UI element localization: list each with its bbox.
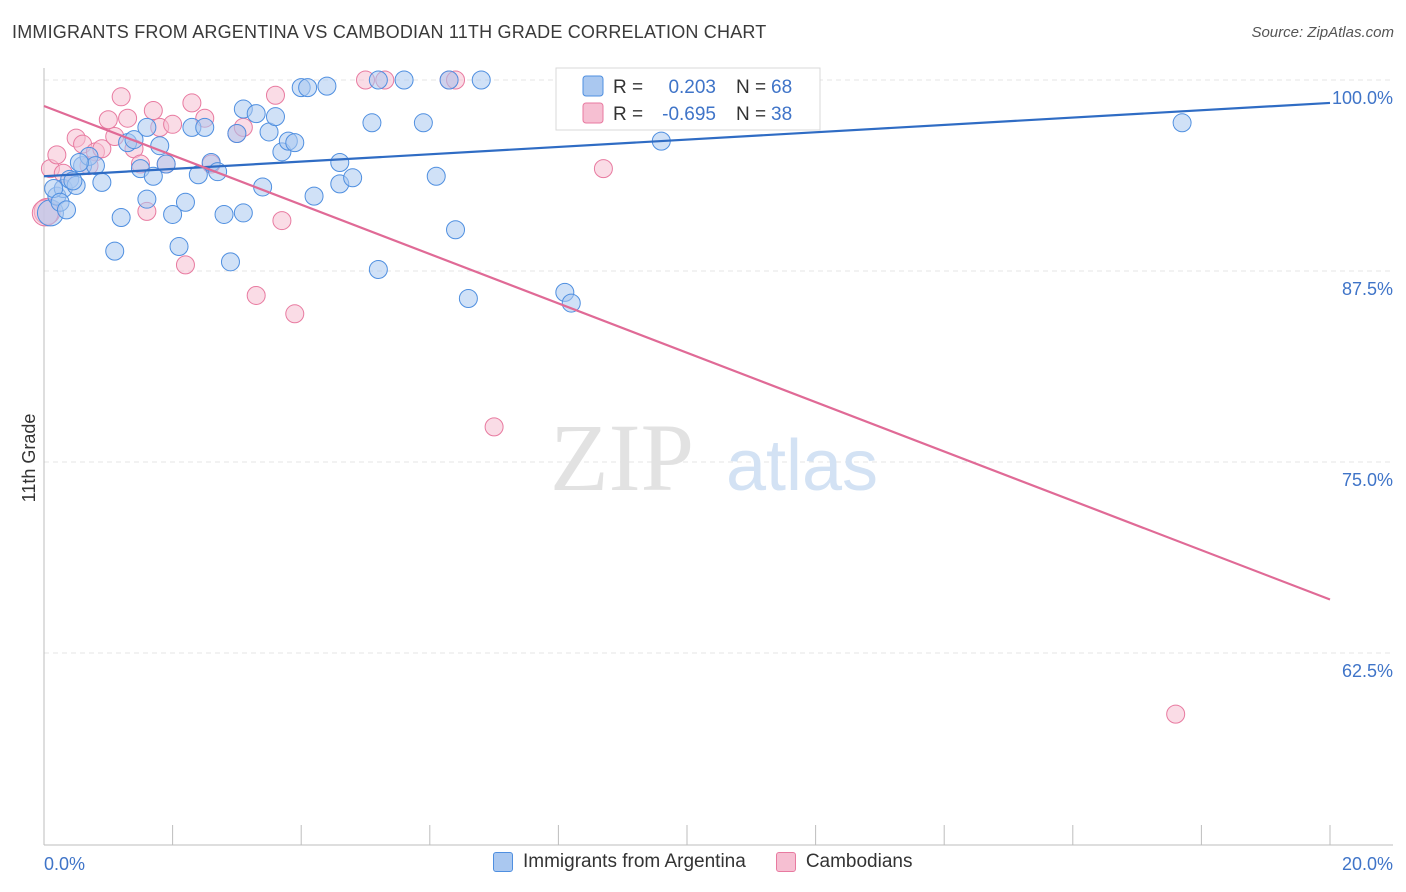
point-argentina [368,70,388,90]
legend-swatch-blue [493,852,513,872]
grid-lines [44,79,1393,654]
point-cambodian [593,159,613,179]
point-cambodian [175,255,195,275]
legend-item-argentina[interactable]: Immigrants from Argentina [493,851,746,873]
point-argentina [220,252,240,272]
stats-n-label-blue: N = [736,77,766,98]
point-argentina [458,289,478,309]
x-tick-labels: 0.0% 20.0% [44,854,1393,874]
stats-legend-box: R = 0.203 N = 68 R = -0.695 N = 38 [555,67,821,131]
point-argentina [69,153,89,173]
point-argentina [394,70,414,90]
point-argentina [265,107,285,127]
trend-lines [43,101,1331,601]
watermark: ZIP atlas [550,404,878,511]
point-cambodian [143,101,163,121]
point-argentina [195,117,215,137]
source-label: Source: ZipAtlas.com [1251,24,1394,41]
point-cambodian [246,285,266,305]
point-argentina [137,189,157,209]
point-cambodian [484,417,504,437]
point-argentina [227,123,247,143]
stats-r-value-pink: -0.695 [662,104,716,125]
point-argentina [317,76,337,96]
point-argentina [175,192,195,212]
axes [43,68,1393,846]
legend-swatch-pink [775,852,796,872]
point-cambodian [182,93,202,113]
watermark-zip: ZIP [550,404,694,511]
point-cambodian [272,211,292,231]
y-tick-label: 75.0% [1342,470,1393,490]
point-argentina [105,241,125,261]
point-cambodian [1166,704,1186,724]
stats-r-label-blue: R = [613,77,643,98]
legend-item-cambodians[interactable]: Cambodians [775,851,913,873]
point-argentina [330,153,350,173]
point-cambodian [98,110,118,130]
trend-line [43,104,1331,601]
x-tick-label: 0.0% [44,854,85,874]
point-cambodian [265,85,285,105]
watermark-atlas: atlas [726,426,878,506]
stats-r-label-pink: R = [613,104,643,125]
point-argentina [471,70,491,90]
point-cambodian [111,87,131,107]
point-cambodian [118,108,138,128]
point-cambodian [285,304,305,324]
point-argentina [1172,113,1192,133]
stats-swatch-blue [582,75,604,97]
point-argentina [362,113,382,133]
y-tick-label: 100.0% [1332,88,1393,108]
point-argentina [368,259,388,279]
point-argentina [57,200,77,220]
stats-r-value-blue: 0.203 [668,77,716,98]
point-argentina [163,204,183,224]
point-argentina [233,203,253,223]
point-argentina [285,133,305,153]
point-argentina [63,171,83,191]
stats-n-value-blue: 68 [771,77,792,98]
y-tick-label: 87.5% [1342,279,1393,299]
point-argentina [413,113,433,133]
stats-swatch-pink [582,102,604,124]
point-argentina [85,156,105,176]
x-tick-label: 20.0% [1342,854,1393,874]
chart-legend: Immigrants from Argentina Cambodians [493,851,942,873]
point-argentina [439,70,459,90]
point-cambodian [47,145,67,165]
stats-n-value-pink: 38 [771,104,792,125]
legend-label-argentina: Immigrants from Argentina [523,851,746,872]
point-argentina [426,166,446,186]
point-argentina [169,237,189,257]
trend-line [43,101,1331,178]
point-argentina [246,104,266,124]
y-axis-label: 11th Grade [19,414,39,503]
point-argentina [446,220,466,240]
stats-n-label-pink: N = [736,104,766,125]
point-argentina [343,168,363,188]
point-argentina [137,117,157,137]
point-argentina [111,208,131,228]
chart-title: IMMIGRANTS FROM ARGENTINA VS CAMBODIAN 1… [12,22,767,42]
point-argentina [92,172,112,192]
point-argentina [214,204,234,224]
point-argentina [298,78,318,98]
point-argentina [150,136,170,156]
point-argentina [304,186,324,206]
y-tick-labels: 62.5% 75.0% 87.5% 100.0% [1332,88,1393,681]
legend-label-cambodians: Cambodians [805,851,913,872]
point-cambodian [163,114,183,134]
point-argentina [143,166,163,186]
y-tick-label: 62.5% [1342,661,1393,681]
